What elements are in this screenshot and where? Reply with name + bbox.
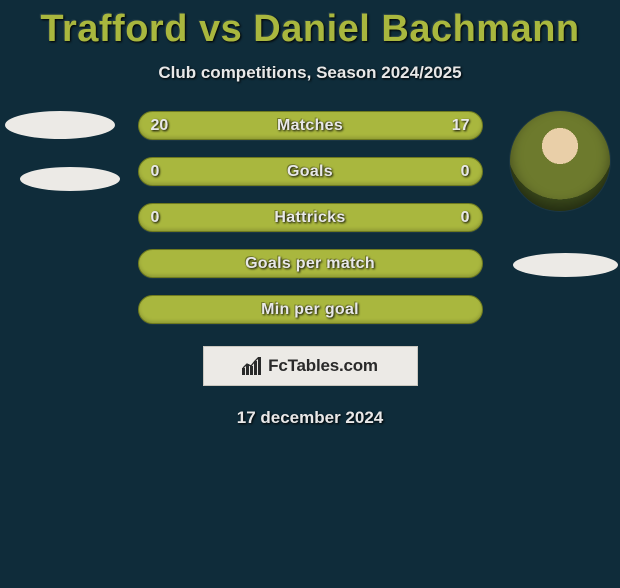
brand-text: FcTables.com bbox=[268, 356, 378, 376]
stat-label: Hattricks bbox=[274, 209, 345, 227]
left-player-column bbox=[0, 111, 120, 191]
stat-row-min-per-goal: Min per goal bbox=[138, 295, 483, 324]
stat-value-left: 0 bbox=[151, 163, 160, 181]
stat-label: Min per goal bbox=[261, 301, 359, 319]
avatar-placeholder bbox=[20, 167, 120, 191]
stat-rows: 20 Matches 17 0 Goals 0 0 Hattricks 0 Go… bbox=[138, 111, 483, 324]
stat-value-left: 20 bbox=[151, 117, 169, 135]
stat-row-goals-per-match: Goals per match bbox=[138, 249, 483, 278]
stat-label: Goals bbox=[287, 163, 333, 181]
stat-label: Goals per match bbox=[245, 255, 375, 273]
stat-value-left: 0 bbox=[151, 209, 160, 227]
subtitle: Club competitions, Season 2024/2025 bbox=[0, 63, 620, 83]
stat-row-hattricks: 0 Hattricks 0 bbox=[138, 203, 483, 232]
date-line: 17 december 2024 bbox=[0, 408, 620, 428]
avatar-placeholder bbox=[5, 111, 115, 139]
avatar bbox=[510, 111, 610, 211]
stat-value-right: 0 bbox=[461, 209, 470, 227]
stat-row-goals: 0 Goals 0 bbox=[138, 157, 483, 186]
comparison-area: 20 Matches 17 0 Goals 0 0 Hattricks 0 Go… bbox=[0, 111, 620, 324]
stat-row-matches: 20 Matches 17 bbox=[138, 111, 483, 140]
avatar-placeholder bbox=[513, 253, 618, 277]
right-player-column bbox=[500, 111, 620, 277]
page-title: Trafford vs Daniel Bachmann bbox=[0, 8, 620, 51]
stat-value-right: 17 bbox=[452, 117, 470, 135]
bars-icon bbox=[242, 357, 264, 375]
brand-box[interactable]: FcTables.com bbox=[203, 346, 418, 386]
stat-label: Matches bbox=[277, 117, 343, 135]
stat-value-right: 0 bbox=[461, 163, 470, 181]
